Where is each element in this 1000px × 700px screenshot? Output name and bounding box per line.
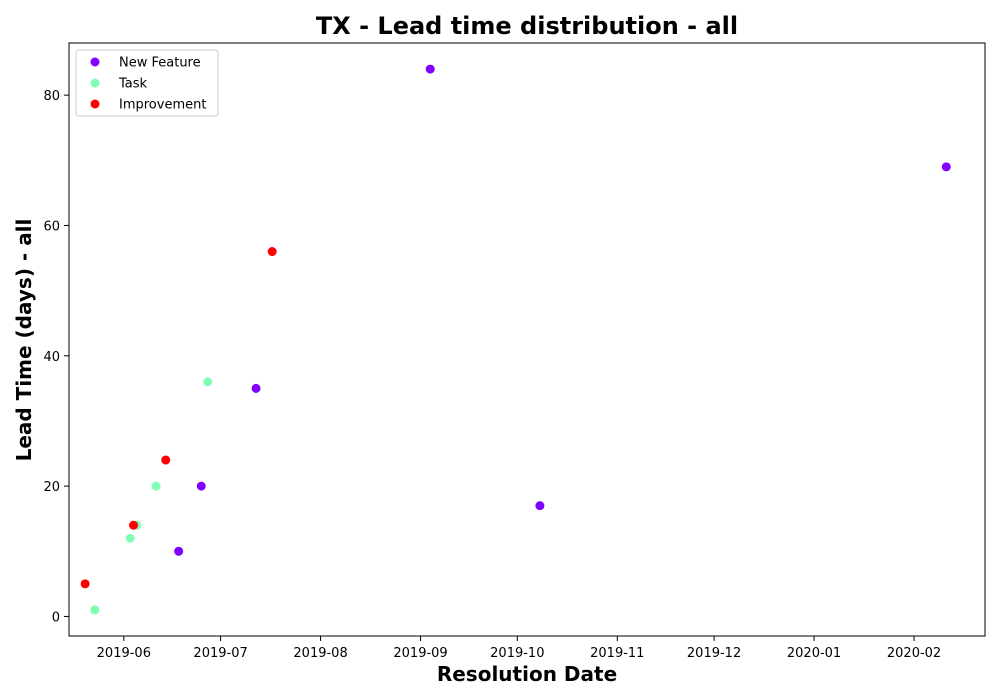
- data-point: [203, 377, 213, 387]
- data-point: [174, 546, 184, 556]
- data-point: [251, 383, 261, 393]
- legend-box: [75, 49, 219, 117]
- legend-marker: [90, 57, 100, 67]
- axis-ticks: 2019-06 2019-07 2019-08 2019-09 2019-10 2019-…: [43, 89, 941, 661]
- data-point: [129, 520, 139, 530]
- data-point: [151, 481, 161, 491]
- y-tick-label: 60: [43, 219, 60, 234]
- x-tick-label: 2020-02: [887, 646, 941, 661]
- data-point: [196, 481, 206, 491]
- x-tick-label: 2019-12: [687, 646, 741, 661]
- x-tick-label: 2019-10: [490, 646, 544, 661]
- x-tick-label: 2019-06: [97, 646, 151, 661]
- y-tick-label: 20: [43, 480, 60, 495]
- x-axis-label: Resolution Date: [437, 662, 617, 686]
- x-tick-label: 2019-11: [590, 646, 644, 661]
- legend-label: New Feature: [119, 56, 201, 71]
- data-point: [425, 64, 435, 74]
- y-axis-label: Lead Time (days) - all: [12, 219, 36, 462]
- y-tick-label: 80: [43, 89, 60, 104]
- data-points: [80, 64, 951, 615]
- x-tick-label: 2019-08: [293, 646, 347, 661]
- data-point: [267, 247, 277, 257]
- data-point: [535, 501, 545, 511]
- y-tick-label: 0: [52, 610, 60, 625]
- data-point: [161, 455, 171, 465]
- data-point: [125, 533, 135, 543]
- legend-marker: [90, 78, 100, 88]
- data-point: [90, 605, 100, 615]
- x-tick-label: 2019-07: [193, 646, 247, 661]
- data-point: [80, 579, 90, 589]
- data-point: [941, 162, 951, 172]
- legend-marker: [90, 99, 100, 109]
- plot-frame: [68, 42, 986, 637]
- legend-label: Improvement: [119, 98, 206, 113]
- chart-title: TX - Lead time distribution - all: [316, 12, 738, 40]
- x-tick-label: 2019-09: [393, 646, 447, 661]
- legend: New Feature Task Improvement: [75, 49, 219, 117]
- x-tick-label: 2020-01: [787, 646, 841, 661]
- y-tick-label: 40: [43, 350, 60, 365]
- legend-label: Task: [118, 77, 148, 92]
